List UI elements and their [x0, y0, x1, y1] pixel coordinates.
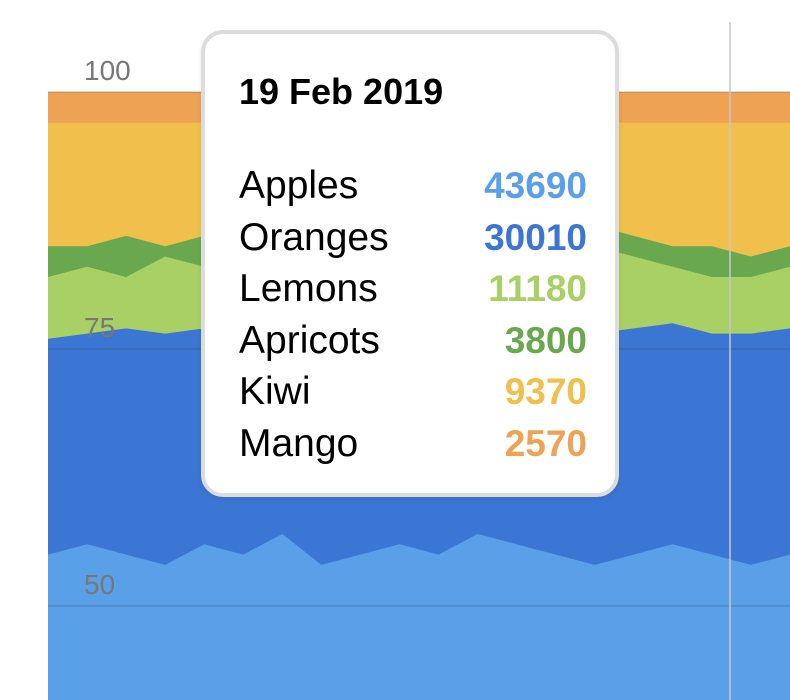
- series-name: Oranges: [239, 215, 389, 259]
- tooltip-row-kiwi: Kiwi 9370: [239, 366, 587, 418]
- y-tick-label: 50: [84, 569, 115, 600]
- series-name: Lemons: [239, 267, 378, 310]
- series-value: 3800: [504, 319, 587, 361]
- series-value: 9370: [504, 371, 587, 412]
- tooltip-rows: Apples 43690 Oranges 30010 Lemons 11180 …: [239, 160, 587, 469]
- data-tooltip: 19 Feb 2019 Apples 43690 Oranges 30010 L…: [201, 30, 619, 497]
- tooltip-row-oranges: Oranges 30010: [239, 212, 587, 264]
- y-axis-tick-labels: 100 75 50: [84, 55, 131, 600]
- y-tick-label: 100: [84, 55, 131, 86]
- y-tick-label: 75: [84, 312, 115, 343]
- series-value: 43690: [484, 165, 587, 206]
- area-apples: [48, 534, 790, 700]
- series-name: Apricots: [239, 318, 380, 362]
- tooltip-row-lemons: Lemons 11180: [239, 263, 587, 315]
- tooltip-row-mango: Mango 2570: [239, 418, 587, 470]
- series-name: Kiwi: [239, 370, 311, 413]
- series-name: Apples: [239, 164, 359, 207]
- series-value: 11180: [488, 268, 587, 309]
- tooltip-row-apricots: Apricots 3800: [239, 315, 587, 367]
- series-value: 2570: [504, 422, 587, 464]
- series-value: 30010: [484, 216, 587, 258]
- tooltip-row-apples: Apples 43690: [239, 160, 587, 212]
- tooltip-date: 19 Feb 2019: [239, 71, 444, 112]
- series-name: Mango: [239, 421, 359, 465]
